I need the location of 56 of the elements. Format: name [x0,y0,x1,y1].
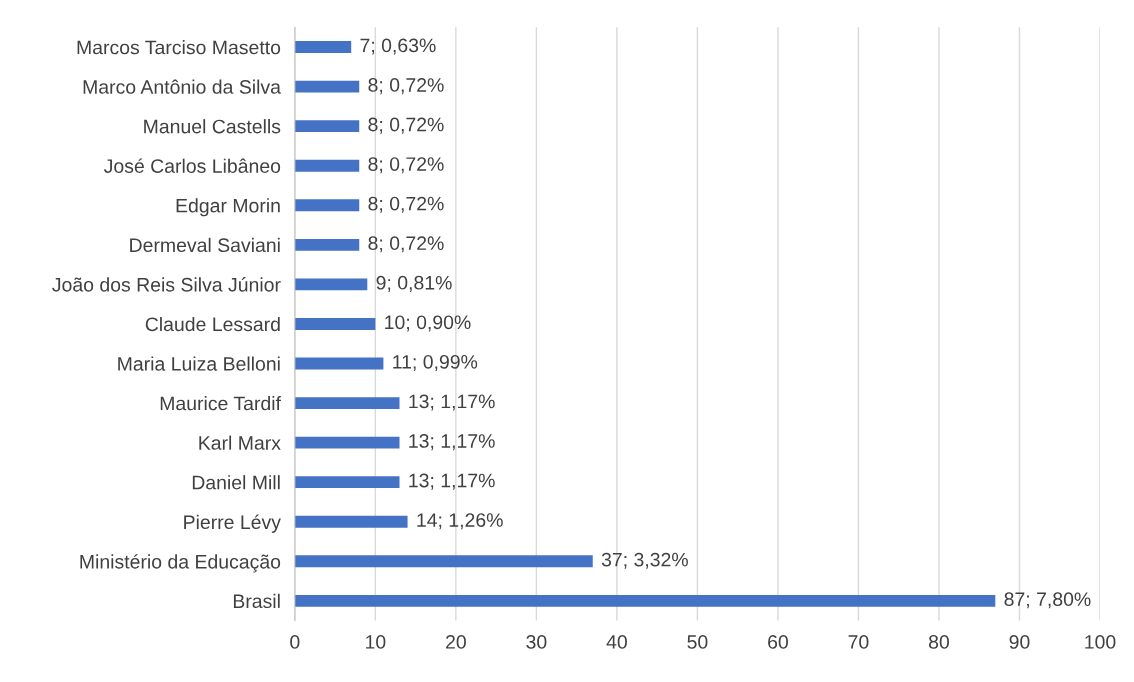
data-label: 87; 7,80% [1004,592,1091,609]
y-tick-label: Claude Lessard [145,316,280,332]
y-tick-label: Maurice Tardif [160,396,281,411]
y-tick-label: Marcos Tarciso Masetto [77,40,281,55]
data-label: 13; 1,17% [409,394,495,411]
bar [294,120,360,133]
bar [294,199,360,212]
y-tick-label: João dos Reis Silva Júnior [52,277,281,292]
y-tick-label: José Carlos Libâneo [104,158,281,173]
y-tick-label: Daniel Mill [192,475,280,490]
y-tick-label: Karl Marx [199,435,281,450]
data-label: 37; 3,32% [601,552,688,569]
bar [294,41,352,53]
data-label: 8; 0,72% [368,196,444,213]
x-tick-label: 10 [366,635,386,649]
bar [294,159,360,172]
data-label: 8; 0,72% [368,236,444,253]
y-tick-label: Dermeval Saviani [130,237,280,253]
bar [294,555,593,568]
bar [294,594,996,607]
bar [294,278,368,291]
data-label: 14; 1,26% [417,513,503,530]
data-label: 11; 0,99% [393,354,478,372]
data-label: 7; 0,63% [360,38,436,55]
bar [294,238,360,251]
bar [294,436,400,449]
y-tick-label: Edgar Morin [176,198,280,217]
y-tick-label: Ministério da Educação [80,554,281,573]
bar [294,318,376,330]
y-tick-label: Pierre Lévy [184,514,281,533]
x-tick-label: 20 [446,635,466,649]
y-tick-label: Maria Luiza Belloni [118,356,280,371]
bar [294,476,400,489]
x-tick-label: 60 [768,635,788,649]
data-label: 13; 1,17% [409,473,495,490]
y-tick-label: Brasil [233,593,280,609]
x-tick-label: 70 [848,635,869,649]
x-tick-label: 50 [687,635,708,649]
data-label: 10; 0,90% [385,315,471,332]
x-tick-label: 90 [1009,635,1030,649]
data-label: 8; 0,72% [368,78,444,95]
y-tick-label: Manuel Castells [144,119,281,134]
x-tick-label: 40 [606,635,627,649]
data-label: 13; 1,17% [409,434,495,451]
data-label: 8; 0,72% [368,117,444,134]
x-tick-label: 30 [526,635,547,649]
x-tick-label: 100 [1085,635,1116,649]
data-label: 9; 0,81% [376,275,452,292]
bar [294,80,360,93]
data-label: 8; 0,72% [368,157,444,174]
bar [294,357,384,370]
x-tick-label: 0 [290,635,300,649]
y-tick-label: Marco Antônio da Silva [83,79,281,94]
bar [294,515,408,528]
bar [294,397,400,409]
x-tick-label: 80 [928,635,950,649]
